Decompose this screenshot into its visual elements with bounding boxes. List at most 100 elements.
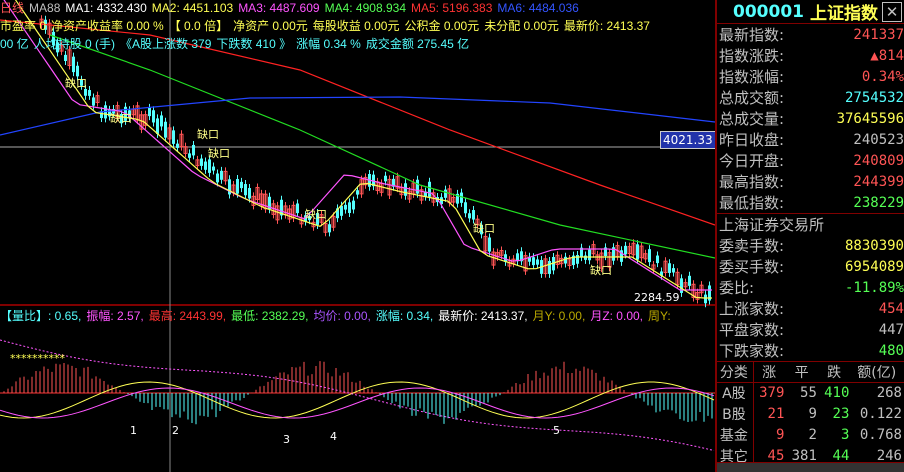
footer-bar[interactable] bbox=[717, 462, 904, 472]
volume-ratio: 【量比】: 0.65, bbox=[0, 309, 82, 323]
table-cell: 55 bbox=[800, 385, 817, 402]
table-cell: 246 bbox=[876, 448, 902, 464]
table-header: 分类涨平跌额(亿) bbox=[717, 361, 904, 383]
quote-row: 委买手数: 6954089 bbox=[717, 256, 904, 277]
candle-body bbox=[263, 193, 268, 210]
table-cell: 381 bbox=[791, 448, 817, 464]
quote-row: 委卖手数: 8830390 bbox=[717, 235, 904, 256]
candle-body bbox=[424, 191, 427, 197]
marker-4: 4 bbox=[330, 430, 337, 443]
exchange-name: 上海证券交易所 bbox=[717, 213, 904, 235]
candle-body bbox=[704, 294, 707, 304]
quote-label: 上涨家数: bbox=[719, 300, 785, 318]
roe: 净资产收益率 0.00 % bbox=[51, 19, 164, 33]
gap-label: 缺口 bbox=[305, 208, 327, 221]
candle-body bbox=[167, 127, 172, 140]
quote-row: 指数涨幅: 0.34% bbox=[717, 66, 904, 87]
candle-body bbox=[280, 199, 283, 216]
candle-body bbox=[352, 200, 355, 210]
candle-body bbox=[176, 143, 179, 148]
indicator-header: 【量比】: 0.65, 振幅: 2.57, 最高: 2443.99, 最低: 2382… bbox=[0, 309, 713, 327]
high: 最高: 2443.99, bbox=[148, 309, 227, 323]
candle-body bbox=[156, 118, 159, 134]
candle-body bbox=[344, 204, 347, 210]
candle-body bbox=[296, 203, 299, 214]
candle-body bbox=[656, 255, 659, 264]
candle-body bbox=[607, 252, 612, 268]
ma3: MA3: 4487.609 bbox=[238, 1, 320, 15]
quote-label: 指数涨幅: bbox=[719, 68, 785, 86]
candle-body bbox=[47, 22, 52, 35]
quote-row: 今日开盘: 240809 bbox=[717, 150, 904, 171]
low-price-tag: 2284.59 bbox=[634, 291, 680, 304]
candle-body bbox=[363, 176, 368, 186]
candle-body bbox=[636, 244, 639, 260]
chart-header: 日线 MA88 MA1: 4332.430 MA2: 4451.103 MA3: 448… bbox=[0, 1, 713, 55]
candle-body bbox=[599, 252, 604, 269]
candle-body bbox=[651, 264, 656, 270]
table-cell: 其它 bbox=[717, 445, 754, 467]
ma2-line bbox=[14, 0, 712, 299]
quote-label: 最高指数: bbox=[719, 173, 785, 191]
ma5-line bbox=[0, 19, 715, 226]
candle-body bbox=[699, 284, 704, 294]
table-cell: 0.122 bbox=[859, 406, 902, 422]
marker-3: 3 bbox=[283, 433, 290, 446]
candle-body bbox=[695, 292, 700, 300]
candle-body bbox=[323, 223, 328, 233]
quote-panel: 000001 上证指数 ✕ 最新指数: 241337 指数涨跌: ▲814 指数涨幅: 0… bbox=[715, 0, 904, 472]
pb: 【 0.0 倍】 bbox=[168, 19, 229, 33]
candle-body bbox=[268, 196, 271, 210]
signal-line-magenta bbox=[0, 387, 715, 419]
close-icon[interactable]: ✕ bbox=[882, 1, 902, 22]
candle-body bbox=[195, 159, 200, 167]
amplitude: 振幅: 2.57, bbox=[86, 309, 144, 323]
period-label[interactable]: 日线 bbox=[0, 1, 25, 15]
candle-body bbox=[359, 179, 364, 195]
candle-body bbox=[488, 237, 491, 252]
quote-value: -11.89% bbox=[844, 279, 904, 296]
candle-body bbox=[384, 175, 387, 182]
candle-body bbox=[407, 190, 412, 200]
quote-value: 240523 bbox=[853, 131, 904, 148]
gap-label: 缺口 bbox=[208, 147, 230, 160]
category-table: 分类涨平跌额(亿) A股 379 55 410 268 B股 21 9 23 0.122 基金 9 2 3 0… bbox=[717, 361, 904, 467]
ma3-line bbox=[3, 0, 712, 291]
candle-body bbox=[688, 275, 691, 286]
candle-body bbox=[683, 282, 688, 288]
table-cell: B股 bbox=[717, 403, 754, 425]
candle-body bbox=[627, 246, 632, 255]
pe: 市盈率 0 bbox=[0, 19, 47, 33]
candle-body bbox=[395, 176, 400, 189]
table-row: A股 379 55 410 268 bbox=[717, 382, 904, 404]
candle-body bbox=[516, 253, 519, 262]
ma88: MA88 bbox=[29, 1, 61, 15]
marker-5: 5 bbox=[553, 424, 560, 437]
candle-body bbox=[67, 49, 72, 66]
candle-body bbox=[304, 215, 307, 222]
candle-body bbox=[356, 190, 359, 195]
candle-body bbox=[120, 114, 123, 124]
quote-row: 最新指数: 241337 bbox=[717, 24, 904, 45]
table-cell: 3 bbox=[840, 427, 850, 443]
candle-body bbox=[536, 259, 539, 265]
candle-body bbox=[255, 186, 260, 200]
candle-body bbox=[648, 249, 651, 263]
candle-body bbox=[464, 202, 467, 214]
dashed-band-line bbox=[0, 339, 715, 452]
table-cell: 410 bbox=[824, 385, 850, 402]
kline-chart[interactable]: ********** bbox=[0, 0, 715, 472]
candle-body bbox=[172, 130, 175, 144]
candle-body bbox=[148, 107, 151, 117]
candle-body bbox=[555, 254, 560, 265]
quote-value: 6954089 bbox=[844, 258, 904, 275]
quote-value: 37645596 bbox=[836, 110, 904, 127]
quote-row: 委比: -11.89% bbox=[717, 277, 904, 298]
candle-body bbox=[164, 121, 167, 138]
quote-label: 今日开盘: bbox=[719, 152, 785, 170]
candle-body bbox=[680, 278, 683, 293]
ma6-line bbox=[0, 96, 715, 136]
candle-body bbox=[336, 208, 339, 219]
low: 最低: 2382.29, bbox=[231, 309, 309, 323]
quote-row: 指数涨跌: ▲814 bbox=[717, 45, 904, 66]
